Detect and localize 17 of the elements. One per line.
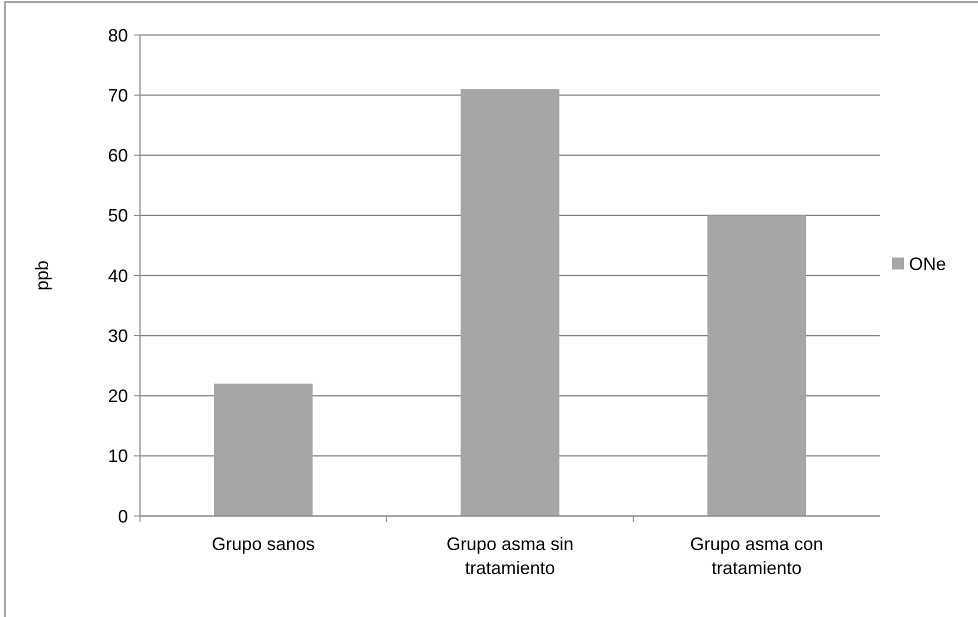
x-tick-label: Grupo asma sin tratamiento	[446, 534, 574, 578]
y-tick-label: 10	[108, 446, 128, 466]
y-tick-label: 60	[108, 146, 128, 166]
bar	[707, 215, 806, 516]
bar	[460, 89, 560, 516]
y-tick-label: 40	[108, 266, 128, 286]
y-tick-label: 30	[108, 326, 128, 346]
legend-label: ONe	[909, 254, 946, 274]
y-tick-label: 20	[108, 386, 128, 406]
bar	[214, 384, 313, 516]
y-tick-label: 70	[108, 85, 128, 106]
y-axis-title: ppb	[32, 260, 52, 291]
y-tick-label: 50	[108, 206, 128, 226]
x-tick-label: Grupo asma con tratamiento	[690, 534, 824, 578]
y-tick-label: 80	[108, 25, 128, 46]
y-tick-label: 0	[118, 506, 128, 526]
x-tick-label: Grupo sanos	[212, 534, 315, 554]
